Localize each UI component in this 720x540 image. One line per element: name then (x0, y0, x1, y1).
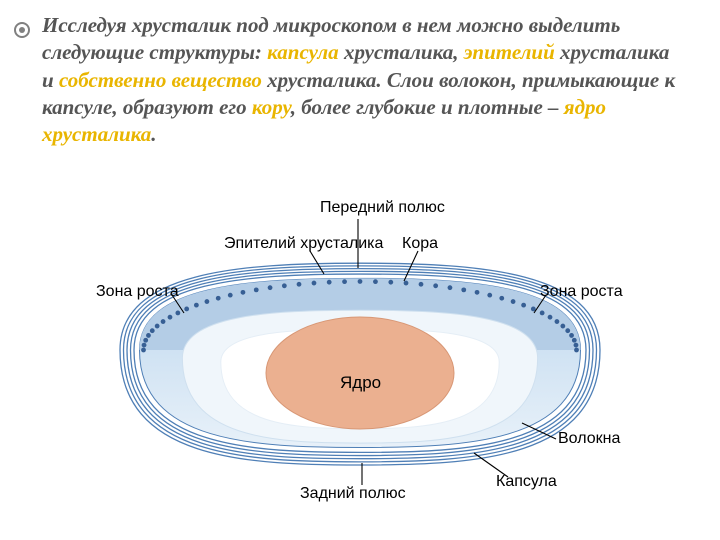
hl-capsula: капсула (267, 40, 339, 64)
hl-koru: кору (252, 95, 291, 119)
hl-epitel: эпителий (464, 40, 555, 64)
label-epithelium: Эпителий хрусталика (224, 235, 383, 253)
label-growth-zone-l: Зона роста (96, 283, 179, 301)
hl-sobstv: собственно вещество (59, 68, 262, 92)
label-capsule: Капсула (496, 473, 557, 491)
bullet-marker (14, 22, 30, 38)
label-nucleus: Ядро (340, 373, 381, 393)
label-growth-zone-r: Зона роста (540, 283, 623, 301)
label-posterior-pole: Задний полюс (300, 485, 406, 503)
para-seg-tail: . (151, 122, 156, 146)
label-cortex: Кора (402, 235, 438, 253)
lens-diagram: Передний полюс Эпителий хрусталика Кора … (78, 195, 642, 510)
para-seg-5: , более глубокие и плотные – (291, 95, 564, 119)
label-fibers: Волокна (558, 430, 620, 448)
paragraph: Исследуя хрусталик под микроскопом в нем… (42, 12, 682, 148)
para-seg-2: хрусталика, (339, 40, 464, 64)
label-anterior-pole: Передний полюс (320, 199, 445, 217)
